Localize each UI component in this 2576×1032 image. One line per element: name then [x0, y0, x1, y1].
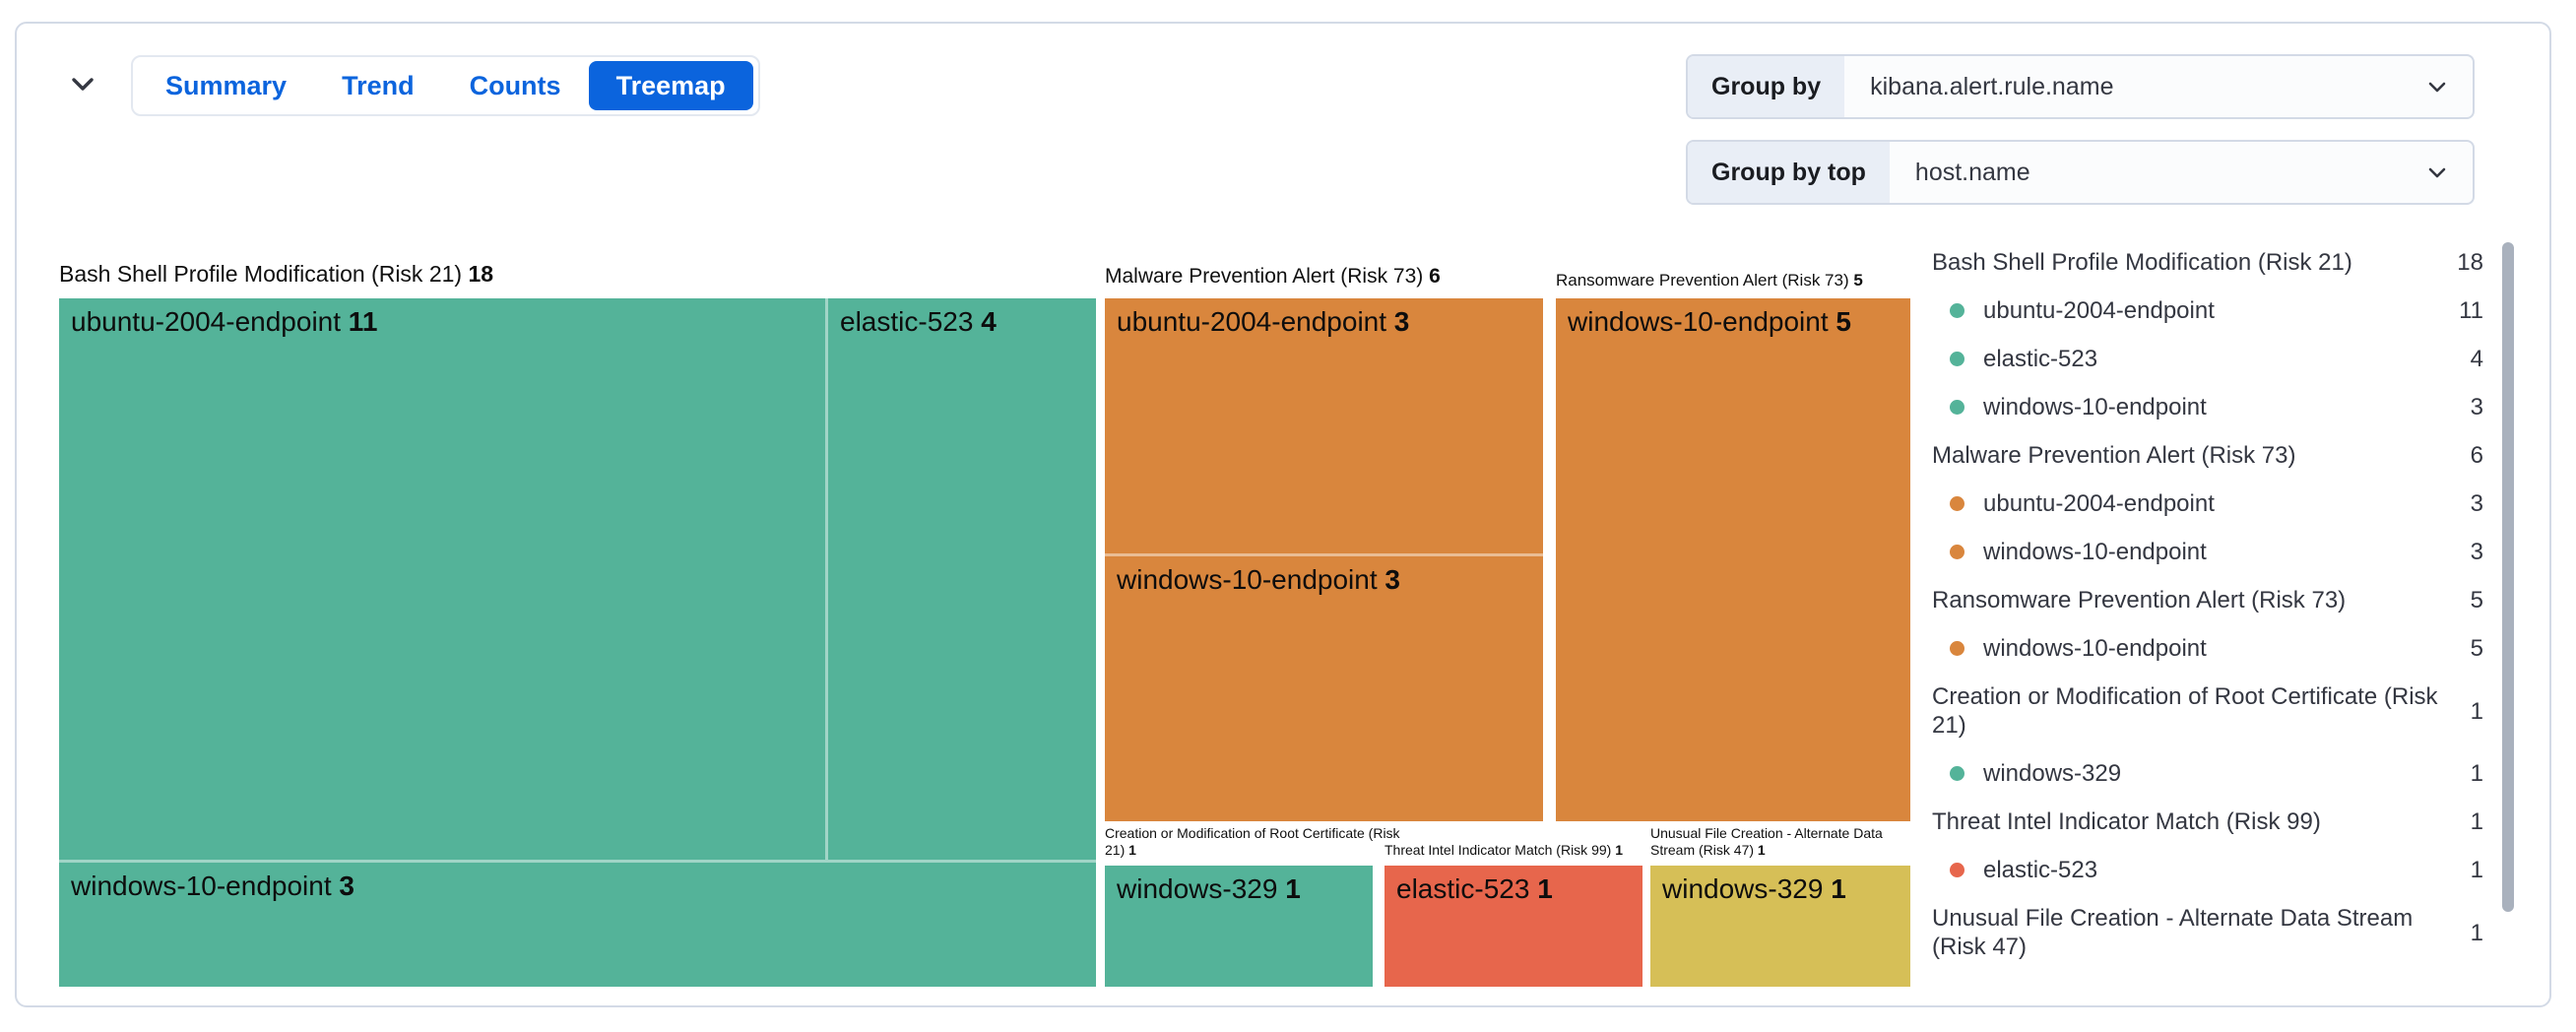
legend-label: Ransomware Prevention Alert (Risk 73): [1932, 587, 2347, 613]
legend-label: elastic-523: [1983, 857, 2098, 883]
legend-item-row[interactable]: ubuntu-2004-endpoint 3: [1932, 489, 2483, 518]
group-by-select[interactable]: Group by kibana.alert.rule.name: [1686, 54, 2475, 119]
legend-label: Bash Shell Profile Modification (Risk 21…: [1932, 249, 2352, 276]
legend-label: Threat Intel Indicator Match (Risk 99): [1932, 808, 2321, 835]
treemap-tile[interactable]: windows-10-endpoint 5: [1556, 298, 1910, 821]
tab-counts[interactable]: Counts: [442, 61, 589, 110]
legend-label: elastic-523: [1983, 346, 2098, 372]
legend-group-row[interactable]: Malware Prevention Alert (Risk 73) 6: [1932, 441, 2483, 470]
legend-count: 5: [2470, 635, 2483, 662]
legend-item-row[interactable]: windows-329 1: [1932, 759, 2483, 788]
legend-label: Creation or Modification of Root Certifi…: [1932, 683, 2438, 739]
legend-label: ubuntu-2004-endpoint: [1983, 490, 2215, 517]
tab-trend[interactable]: Trend: [314, 61, 442, 110]
treemap-tile[interactable]: windows-10-endpoint 3: [59, 863, 1096, 987]
legend-color-dot-icon: [1950, 352, 1964, 366]
legend-count: 1: [2470, 760, 2483, 787]
group-by-top-label: Group by top: [1688, 142, 1890, 203]
legend-color-dot-icon: [1950, 863, 1964, 877]
chevron-down-icon: [2423, 142, 2473, 203]
legend-count: 3: [2470, 539, 2483, 565]
legend-color-dot-icon: [1950, 766, 1964, 781]
legend-label: windows-10-endpoint: [1983, 394, 2207, 420]
treemap-tile[interactable]: ubuntu-2004-endpoint 3: [1105, 298, 1543, 553]
legend-count: 3: [2470, 394, 2483, 420]
legend-item-row[interactable]: elastic-523 4: [1932, 345, 2483, 373]
chevron-down-icon: [65, 77, 100, 104]
treemap-tile[interactable]: elastic-523 1: [1385, 866, 1642, 987]
legend-group-row[interactable]: Threat Intel Indicator Match (Risk 99) 1: [1932, 807, 2483, 836]
legend-color-dot-icon: [1950, 400, 1964, 415]
legend-count: 5: [2470, 587, 2483, 613]
legend-count: 1: [2470, 808, 2483, 835]
legend-label: windows-10-endpoint: [1983, 635, 2207, 662]
legend-count: 4: [2470, 346, 2483, 372]
legend-label: windows-329: [1983, 760, 2122, 787]
chart-type-button-group: Summary Trend Counts Treemap: [131, 55, 760, 116]
treemap-legend: Bash Shell Profile Modification (Risk 21…: [1932, 248, 2483, 961]
legend-count: 1: [2470, 919, 2483, 946]
legend-item-row[interactable]: windows-10-endpoint 3: [1932, 538, 2483, 566]
legend-group-row[interactable]: Unusual File Creation - Alternate Data S…: [1932, 904, 2483, 961]
treemap-tile[interactable]: elastic-523 4: [828, 298, 1096, 860]
legend-count: 6: [2470, 442, 2483, 469]
legend-item-row[interactable]: windows-10-endpoint 5: [1932, 634, 2483, 663]
legend-scrollbar[interactable]: [2502, 242, 2514, 912]
legend-group-row[interactable]: Bash Shell Profile Modification (Risk 21…: [1932, 248, 2483, 277]
legend-label: windows-10-endpoint: [1983, 539, 2207, 565]
legend-label: Malware Prevention Alert (Risk 73): [1932, 442, 2296, 469]
group-by-label: Group by: [1688, 56, 1845, 117]
legend-color-dot-icon: [1950, 641, 1964, 656]
legend-count: 11: [2459, 297, 2483, 324]
group-by-top-select[interactable]: Group by top host.name: [1686, 140, 2475, 205]
tab-summary[interactable]: Summary: [138, 61, 314, 110]
legend-color-dot-icon: [1950, 496, 1964, 511]
legend-color-dot-icon: [1950, 303, 1964, 318]
group-by-top-value: host.name: [1914, 158, 2030, 186]
chevron-down-icon: [2423, 56, 2473, 117]
legend-item-row[interactable]: ubuntu-2004-endpoint 11: [1932, 296, 2483, 325]
tab-treemap[interactable]: Treemap: [588, 61, 753, 110]
treemap-tile[interactable]: windows-10-endpoint 3: [1105, 556, 1543, 821]
treemap-tile[interactable]: windows-329 1: [1105, 866, 1373, 987]
legend-count: 18: [2457, 249, 2483, 276]
collapse-panel-button[interactable]: [61, 63, 104, 106]
legend-label: ubuntu-2004-endpoint: [1983, 297, 2215, 324]
legend-count: 1: [2470, 857, 2483, 883]
group-by-value: kibana.alert.rule.name: [1870, 72, 2114, 100]
legend-color-dot-icon: [1950, 545, 1964, 559]
treemap-tile[interactable]: windows-329 1: [1650, 866, 1910, 987]
legend-group-row[interactable]: Creation or Modification of Root Certifi…: [1932, 682, 2483, 740]
legend-item-row[interactable]: windows-10-endpoint 3: [1932, 393, 2483, 421]
legend-item-row[interactable]: elastic-523 1: [1932, 856, 2483, 884]
legend-count: 3: [2470, 490, 2483, 517]
legend-group-row[interactable]: Ransomware Prevention Alert (Risk 73) 5: [1932, 586, 2483, 614]
treemap-tile[interactable]: ubuntu-2004-endpoint 11: [59, 298, 825, 860]
legend-count: 1: [2470, 697, 2483, 725]
legend-label: Unusual File Creation - Alternate Data S…: [1932, 905, 2414, 960]
